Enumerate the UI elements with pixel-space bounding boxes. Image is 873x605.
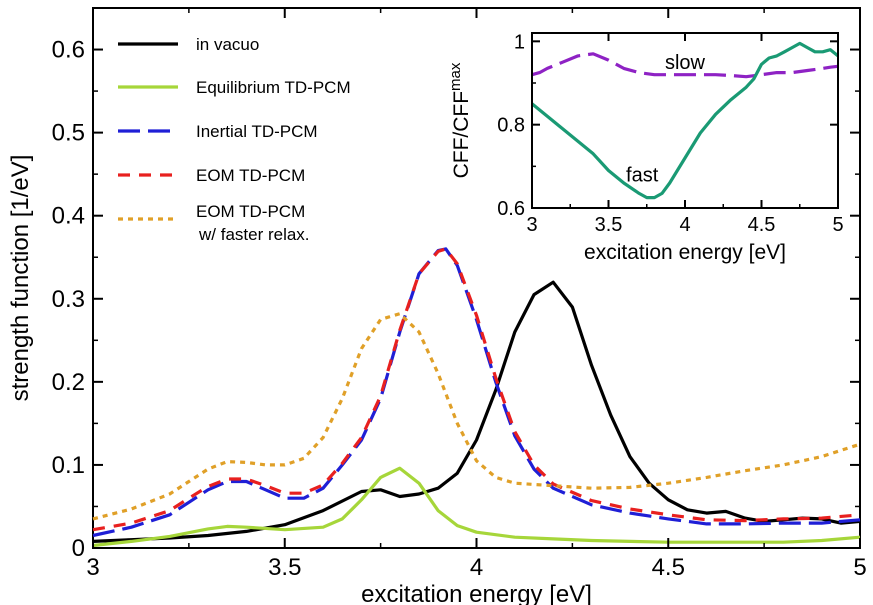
inset-x-tick-label: 4: [679, 214, 690, 236]
series-line-4: [92, 247, 861, 532]
inset-y-axis-label-main: CFF/CFF: [450, 91, 473, 178]
legend-label-2: Equilibrium TD-PCM: [196, 78, 351, 97]
legend: in vacuo Equilibrium TD-PCM Inertial TD-PC…: [118, 35, 351, 244]
inset-y-tick-label: 0.8: [497, 115, 525, 137]
x-tick-label: 3.5: [268, 554, 301, 581]
y-tick-label: 0.4: [52, 203, 85, 230]
inset-y-axis-label-sub: max: [447, 62, 464, 91]
x-axis-label: excitation energy [eV]: [361, 581, 592, 605]
series-line-1: [92, 280, 861, 543]
y-axis-label: strength function [1/eV]: [7, 155, 34, 402]
inset-annotation-slow: slow: [665, 52, 706, 74]
y-tick-label: 0.3: [52, 286, 85, 313]
legend-label-5: EOM TD-PCM: [196, 202, 305, 221]
inset-axis-ticks: 3 3.5 4 4.5 5 0.6 0.8 1: [497, 31, 843, 236]
inset-chart: 3 3.5 4 4.5 50.60.81 excitation energy [eV] …: [447, 31, 844, 264]
legend-label-3: Inertial TD-PCM: [196, 122, 318, 141]
legend-label-5-line2: w/ faster relax.: [198, 225, 310, 244]
x-tick-label: 3: [86, 554, 99, 581]
inset-y-tick-label: 0.6: [497, 198, 525, 220]
legend-label-1: in vacuo: [196, 35, 259, 54]
series-line-3: [92, 247, 861, 538]
x-tick-label: 5: [853, 554, 866, 581]
x-tick-label: 4: [470, 554, 483, 581]
y-tick-label: 0.2: [52, 369, 85, 396]
y-tick-label: 0.6: [52, 37, 85, 64]
main-chart: 3 3.5 4 4.5 5 0 0.1 0.2 0.3 0.4 0.5 0.6 excitation …: [7, 7, 867, 605]
inset-x-axis-label: excitation energy [eV]: [584, 241, 786, 264]
inset-x-tick-label: 3: [526, 214, 537, 236]
inset-annotations: slow fast: [626, 52, 706, 187]
x-tick-label: 4.5: [652, 554, 685, 581]
legend-label-4: EOM TD-PCM: [196, 166, 305, 185]
series-line-2: [92, 466, 861, 548]
inset-series-group: [530, 41, 840, 200]
series-line-5: [92, 312, 861, 521]
inset-series-line-2: [530, 41, 840, 200]
main-axis-ticks: 3 3.5 4 4.5 5 0 0.1 0.2 0.3 0.4 0.5 0.6: [52, 8, 867, 581]
inset-x-tick-label: 5: [832, 214, 843, 236]
inset-background: [532, 33, 838, 208]
inset-x-tick-label: 3.5: [595, 214, 623, 236]
y-tick-label: 0.1: [52, 452, 85, 479]
y-tick-label: 0.5: [52, 120, 85, 147]
inset-series-line-1: [531, 52, 839, 79]
inset-annotation-fast: fast: [626, 165, 659, 187]
y-tick-label: 0: [72, 535, 85, 562]
inset-x-tick-label: 4.5: [748, 214, 776, 236]
inset-y-tick-label: 1: [514, 31, 525, 53]
inset-y-axis-label: CFF/CFFmax: [447, 62, 473, 178]
main-series-group: [92, 247, 861, 548]
